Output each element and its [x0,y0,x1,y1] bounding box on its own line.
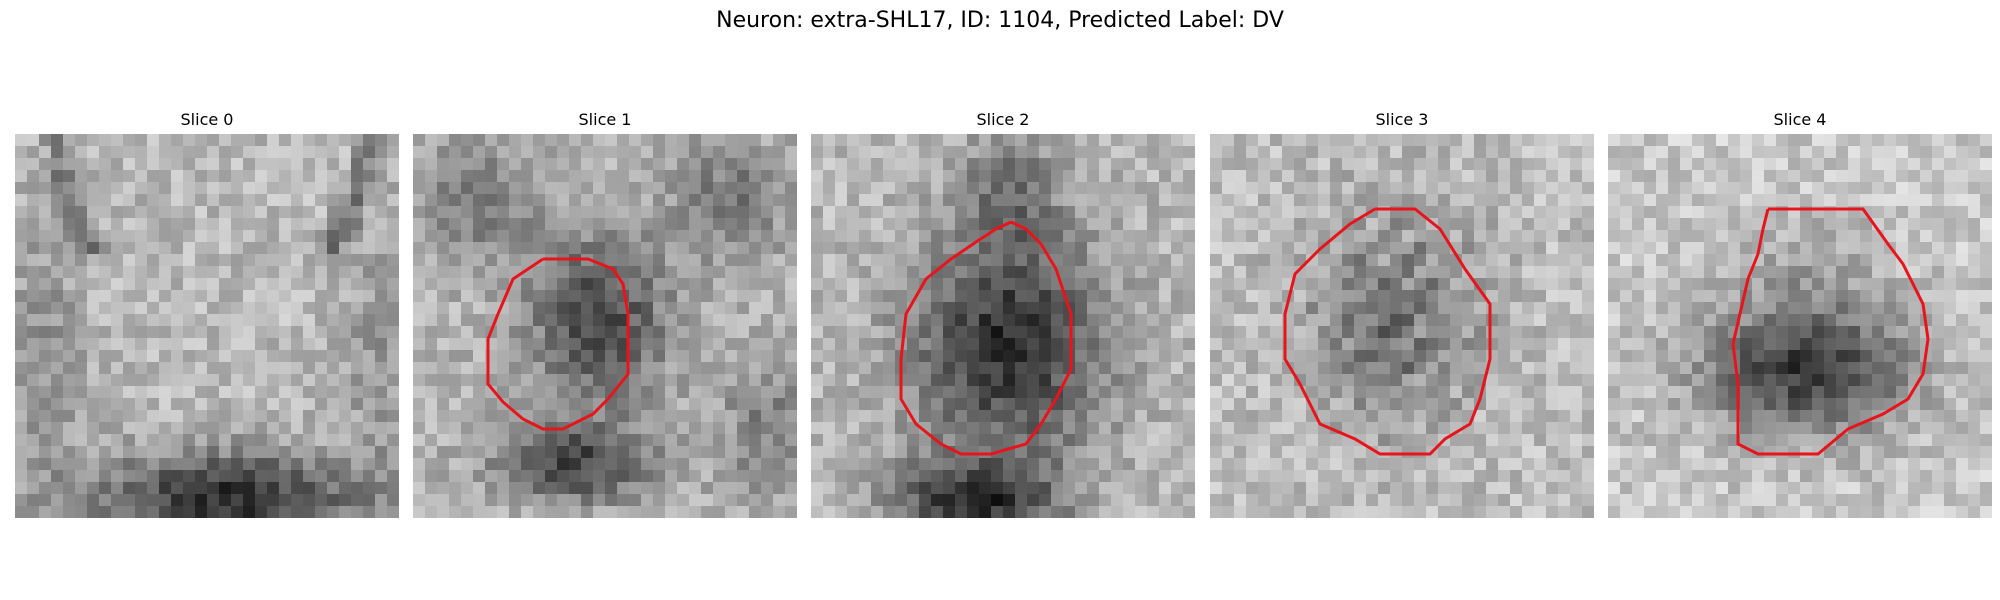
slice-panel-0: Slice 0 [15,110,399,518]
grayscale-patch [413,134,797,518]
segmentation-contour [899,220,1073,456]
segmentation-contour [486,257,630,431]
slice-image-0 [15,134,399,518]
slice-title: Slice 0 [180,110,234,129]
slice-panel-2: Slice 2 [811,110,1195,518]
slice-panel-4: Slice 4 [1608,110,1992,518]
slice-image-3 [1210,134,1594,518]
slice-title: Slice 4 [1773,110,1827,129]
grayscale-patch [811,134,1195,518]
slice-panel-3: Slice 3 [1210,110,1594,518]
slice-title: Slice 3 [1375,110,1429,129]
slice-image-4 [1608,134,1992,518]
segmentation-contour [1731,207,1930,456]
slice-title: Slice 2 [976,110,1030,129]
segmentation-contour [1283,207,1492,456]
slice-title: Slice 1 [578,110,632,129]
slice-image-1 [413,134,797,518]
slice-panel-1: Slice 1 [413,110,797,518]
slice-image-2 [811,134,1195,518]
figure-title: Neuron: extra-SHL17, ID: 1104, Predicted… [716,8,1284,33]
grayscale-patch [15,134,399,518]
